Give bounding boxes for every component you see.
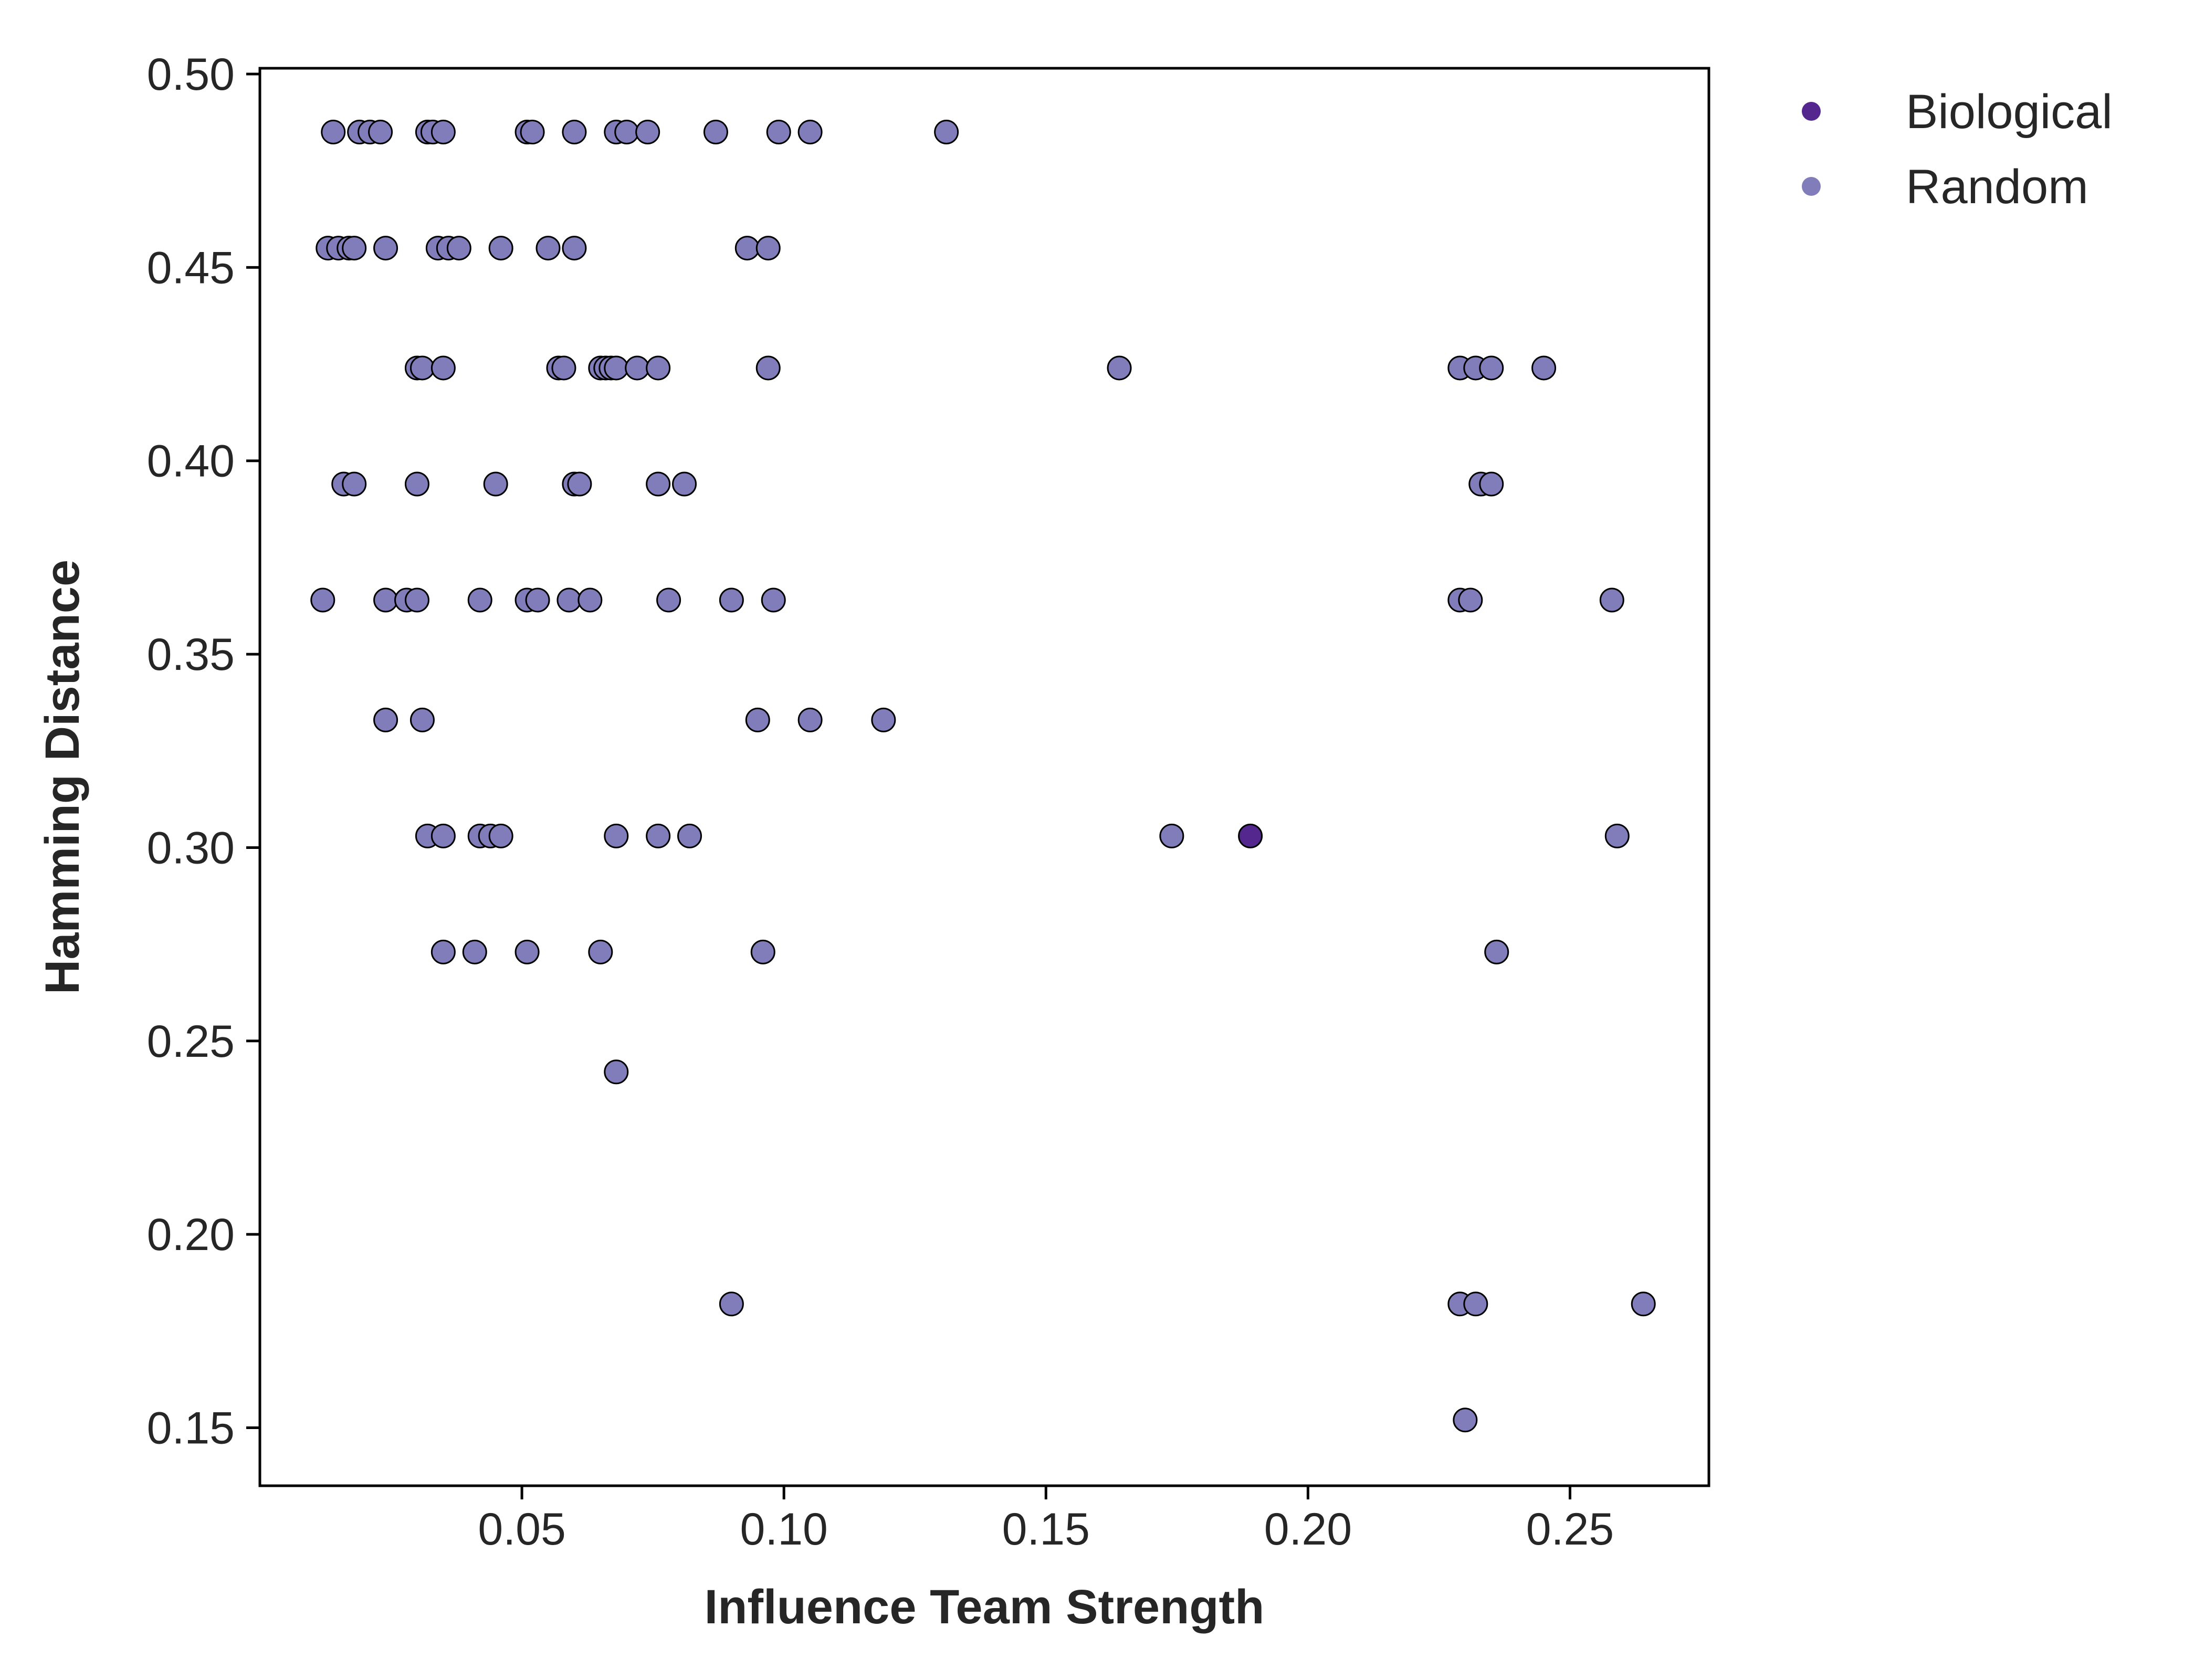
random-point — [483, 471, 508, 497]
y-tick-label: 0.20 — [147, 1210, 235, 1260]
biological-legend-label: Biological — [1906, 85, 2113, 139]
random-point — [761, 587, 786, 613]
random-point — [646, 823, 671, 848]
random-point — [755, 355, 781, 381]
random-point — [321, 120, 346, 145]
random-point — [488, 823, 513, 848]
random-point — [525, 587, 550, 613]
random-point — [1484, 939, 1509, 964]
random-point — [404, 587, 429, 613]
random-point — [410, 707, 435, 732]
random-point — [467, 587, 492, 613]
random-point — [1531, 355, 1557, 381]
random-point — [430, 823, 456, 848]
random-point — [672, 471, 697, 497]
random-point — [1107, 355, 1132, 381]
y-tick-label: 0.50 — [147, 49, 235, 100]
random-point — [755, 236, 781, 261]
random-point — [719, 1292, 744, 1317]
random-point — [488, 236, 513, 261]
random-point — [703, 120, 728, 145]
random-point — [462, 939, 487, 964]
legend: Biological Random — [1802, 85, 2113, 214]
y-tick-label: 0.15 — [147, 1403, 235, 1453]
random-point — [310, 587, 335, 613]
y-tick-label: 0.45 — [147, 243, 235, 293]
random-point — [934, 120, 959, 145]
random-point — [734, 236, 760, 261]
y-tick-label: 0.30 — [147, 823, 235, 873]
x-tick-label: 0.05 — [478, 1504, 565, 1555]
axis-ticks: 0.05 0.10 0.15 0.20 0.25 0.15 0.20 0.25 0.30 0.35… — [147, 49, 1614, 1555]
x-axis-title: Influence Team Strength — [705, 1580, 1265, 1634]
random-point — [430, 355, 456, 381]
random-point — [373, 587, 398, 613]
random-point — [430, 120, 456, 145]
random-point — [635, 120, 660, 145]
random-point — [604, 355, 629, 381]
random-point — [871, 707, 896, 732]
random-point — [567, 471, 592, 497]
random-point — [766, 120, 791, 145]
random-point — [614, 120, 639, 145]
y-tick-label: 0.25 — [147, 1016, 235, 1067]
data-points — [310, 120, 1656, 1433]
x-tick-label: 0.20 — [1264, 1504, 1352, 1555]
random-point — [604, 823, 629, 848]
random-point — [750, 939, 775, 964]
random-point — [410, 355, 435, 381]
y-axis-title: Hamming Distance — [36, 560, 89, 994]
random-point — [1463, 1292, 1488, 1317]
plot-area-frame — [258, 67, 1710, 1487]
random-point — [797, 707, 823, 732]
random-point — [1458, 587, 1483, 613]
random-point — [1453, 1408, 1478, 1433]
random-point — [656, 587, 681, 613]
random-point — [446, 236, 471, 261]
random-point — [520, 120, 545, 145]
random-point — [797, 120, 823, 145]
x-tick-label: 0.15 — [1002, 1504, 1090, 1555]
random-point — [677, 823, 702, 848]
biological-point — [1238, 823, 1263, 848]
random-point — [342, 236, 367, 261]
biological-legend-marker — [1802, 102, 1821, 121]
random-point — [1479, 355, 1504, 381]
random-point — [604, 1059, 629, 1085]
random-point — [514, 939, 540, 964]
random-legend-label: Random — [1906, 160, 2088, 214]
random-point — [1599, 587, 1624, 613]
random-point — [556, 587, 582, 613]
random-legend-marker — [1802, 177, 1821, 196]
random-point — [1604, 823, 1630, 848]
x-tick-label: 0.10 — [740, 1504, 827, 1555]
random-point — [342, 471, 367, 497]
random-point — [562, 120, 587, 145]
y-tick-label: 0.40 — [147, 436, 235, 487]
random-point — [1631, 1292, 1656, 1317]
random-point — [536, 236, 561, 261]
random-point — [646, 355, 671, 381]
x-tick-label: 0.25 — [1526, 1504, 1614, 1555]
random-point — [551, 355, 576, 381]
random-point — [373, 707, 398, 732]
random-point — [1159, 823, 1184, 848]
y-tick-label: 0.35 — [147, 629, 235, 680]
random-point — [562, 236, 587, 261]
random-point — [373, 236, 398, 261]
random-point — [625, 355, 650, 381]
random-point — [368, 120, 393, 145]
random-point — [719, 587, 744, 613]
random-point — [404, 471, 429, 497]
random-point — [646, 471, 671, 497]
random-point — [745, 707, 770, 732]
random-point — [578, 587, 603, 613]
random-point — [588, 939, 613, 964]
random-point — [1479, 471, 1504, 497]
random-point — [430, 939, 456, 964]
